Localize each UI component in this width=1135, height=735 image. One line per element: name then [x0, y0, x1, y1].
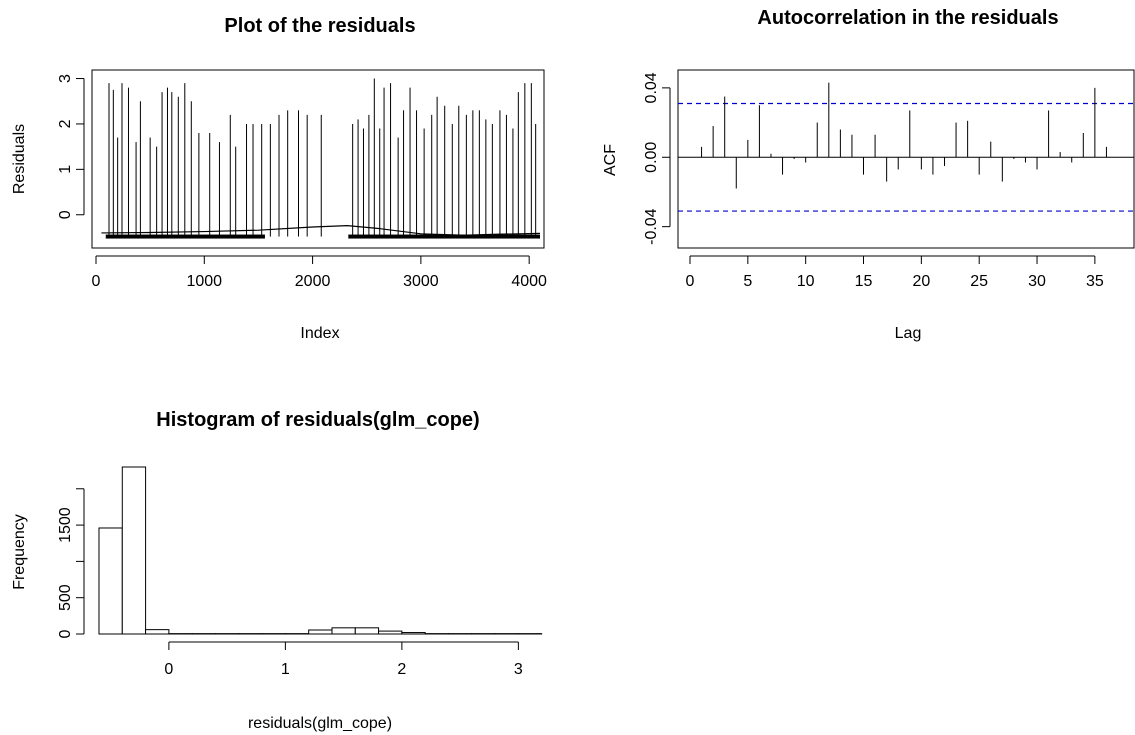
y-tick-label: 0	[57, 210, 74, 219]
residuals-plot-y-axis: 0 1 2 3	[57, 74, 85, 219]
residuals-plot-frame	[91, 69, 545, 249]
histogram-plot: Histogram of residuals(glm_cope) 0 1 2 3 0 5…	[11, 409, 543, 732]
x-tick-label: 0	[92, 273, 101, 290]
residuals-plot-data	[101, 78, 541, 239]
y-tick-label: 2	[57, 119, 74, 128]
y-tick-label: -0.04	[643, 208, 660, 245]
y-tick-label: 0	[57, 629, 74, 638]
acf-plot-y-axis: -0.04 0.00 0.04	[643, 72, 671, 245]
histogram-bar	[331, 627, 356, 635]
residuals-plot-title: Plot of the residuals	[224, 15, 415, 37]
x-tick-label: 20	[912, 273, 930, 290]
histogram-bar	[308, 629, 333, 635]
x-tick-label: 4000	[511, 273, 547, 290]
histogram-bar	[121, 466, 147, 635]
histogram-bar	[145, 629, 170, 635]
y-tick-label: 500	[57, 584, 74, 611]
acf-plot-x-axis: 0 5 10 15 20 25 30 35	[686, 255, 1104, 290]
x-tick-label: 10	[797, 273, 815, 290]
x-tick-label: 3000	[403, 273, 439, 290]
histogram-bar	[378, 630, 403, 635]
residuals-plot: Plot of the residuals 0 1000 2000 3000 4000 …	[11, 15, 547, 342]
x-tick-label: 3	[514, 661, 523, 678]
residuals-plot-y-label: Residuals	[11, 124, 28, 194]
histogram-plot-x-label: residuals(glm_cope)	[248, 715, 392, 732]
x-tick-label: 5	[743, 273, 752, 290]
histogram-plot-x-axis: 0 1 2 3	[164, 641, 523, 678]
y-tick-label: 1	[57, 165, 74, 174]
residual-low-band-1	[348, 234, 540, 239]
histogram-plot-title: Histogram of residuals(glm_cope)	[156, 409, 479, 431]
histogram-plot-y-label: Frequency	[11, 514, 28, 590]
acf-plot-y-label: ACF	[602, 144, 619, 176]
residual-baseline-line	[101, 225, 541, 236]
histogram-bar	[401, 632, 426, 635]
histogram-plot-y-axis: 0 500 1500	[57, 488, 85, 638]
x-tick-label: 1000	[186, 273, 222, 290]
y-tick-label: 3	[57, 74, 74, 83]
acf-plot: Autocorrelation in the residuals 0 5 10 15 2…	[602, 7, 1135, 342]
acf-plot-data	[678, 82, 1134, 212]
x-tick-label: 35	[1086, 273, 1104, 290]
y-tick-label: 0.04	[643, 72, 660, 103]
x-tick-label: 2	[397, 661, 406, 678]
residuals-plot-x-axis: 0 1000 2000 3000 4000	[92, 255, 547, 290]
residuals-plot-x-label: Index	[300, 325, 339, 342]
x-tick-label: 15	[855, 273, 873, 290]
y-tick-label: 0.00	[643, 142, 660, 173]
x-tick-label: 0	[686, 273, 695, 290]
histogram-bar	[98, 527, 123, 635]
acf-plot-title: Autocorrelation in the residuals	[757, 7, 1058, 29]
acf-plot-x-label: Lag	[895, 325, 922, 342]
histogram-bar	[354, 627, 380, 635]
x-tick-label: 30	[1028, 273, 1046, 290]
x-tick-label: 2000	[295, 273, 331, 290]
acf-plot-frame	[677, 69, 1135, 249]
x-tick-label: 0	[164, 661, 173, 678]
x-tick-label: 1	[281, 661, 290, 678]
y-tick-label: 1500	[57, 507, 74, 543]
x-tick-label: 25	[970, 273, 988, 290]
residual-low-band-0	[105, 234, 265, 239]
histogram-plot-data	[98, 466, 543, 635]
